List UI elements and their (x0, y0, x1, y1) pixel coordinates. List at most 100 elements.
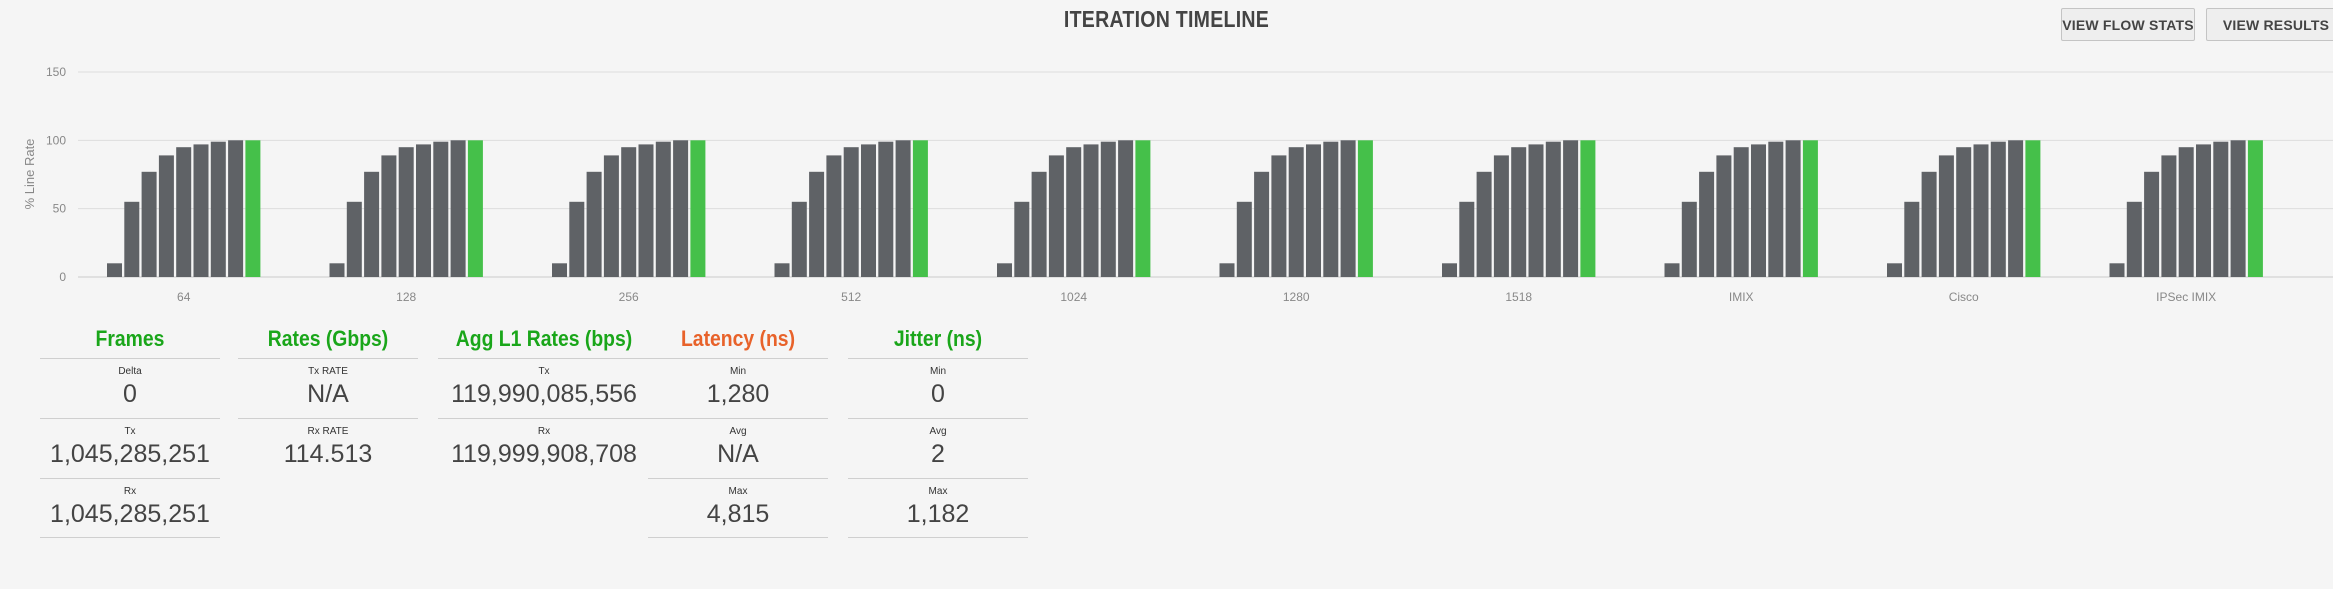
bar-iteration-9[interactable] (1135, 140, 1151, 277)
bar-iteration-5[interactable] (1066, 147, 1082, 277)
bar-iteration-6[interactable] (1751, 144, 1766, 277)
bar-iteration-9[interactable] (690, 140, 706, 277)
bar-iteration-2[interactable] (791, 201, 807, 277)
bar-iteration-5[interactable] (1733, 147, 1749, 277)
bar-iteration-2[interactable] (124, 201, 140, 277)
bar-iteration-4[interactable] (1938, 155, 1954, 277)
bar-iteration-9[interactable] (245, 140, 261, 277)
bar-iteration-7[interactable] (878, 141, 894, 277)
bar-iteration-1[interactable] (552, 263, 567, 277)
bar-iteration-8[interactable] (2008, 140, 2024, 277)
bar-iteration-1[interactable] (1887, 263, 1902, 277)
bar-iteration-9[interactable] (467, 140, 483, 277)
bar-iteration-6[interactable] (861, 144, 876, 277)
bar-iteration-4[interactable] (603, 155, 619, 277)
bar-iteration-6[interactable] (1973, 144, 1989, 277)
view-flow-stats-button[interactable]: VIEW FLOW STATS (2061, 8, 2195, 41)
bar-iteration-5[interactable] (398, 147, 414, 277)
stat-value: N/A (307, 380, 349, 408)
bar-iteration-1[interactable] (107, 263, 122, 277)
bar-iteration-6[interactable] (193, 144, 209, 277)
bar-iteration-4[interactable] (826, 155, 842, 277)
bar-iteration-4[interactable] (158, 155, 174, 277)
bar-iteration-7[interactable] (210, 141, 226, 277)
bar-iteration-5[interactable] (1956, 147, 1972, 277)
bar-iteration-5[interactable] (621, 147, 637, 277)
bar-iteration-8[interactable] (895, 140, 911, 277)
bar-iteration-4[interactable] (1493, 155, 1509, 277)
bar-iteration-6[interactable] (416, 144, 431, 277)
bar-iteration-2[interactable] (1014, 201, 1030, 277)
bar-iteration-2[interactable] (1459, 201, 1475, 277)
bar-iteration-2[interactable] (1904, 201, 1920, 277)
bar-iteration-8[interactable] (1340, 140, 1356, 277)
bar-iteration-4[interactable] (1716, 155, 1732, 277)
bar-iteration-3[interactable] (809, 171, 825, 277)
bar-iteration-5[interactable] (1511, 147, 1527, 277)
bar-iteration-4[interactable] (2161, 155, 2177, 277)
bar-iteration-9[interactable] (1580, 140, 1596, 277)
bar-iteration-2[interactable] (346, 201, 362, 277)
bar-iteration-8[interactable] (1563, 140, 1579, 277)
bar-iteration-2[interactable] (1681, 201, 1697, 277)
bar-iteration-6[interactable] (1306, 144, 1321, 277)
bar-iteration-7[interactable] (2213, 141, 2229, 277)
stat-label: Max (728, 486, 748, 497)
bar-iteration-1[interactable] (2109, 263, 2125, 277)
bar-iteration-9[interactable] (912, 140, 928, 277)
bar-iteration-5[interactable] (1288, 147, 1304, 277)
bar-iteration-3[interactable] (1476, 171, 1492, 277)
bar-iteration-3[interactable] (1031, 171, 1047, 277)
bar-iteration-4[interactable] (381, 155, 397, 277)
bar-iteration-7[interactable] (1545, 141, 1561, 277)
view-results-button[interactable]: VIEW RESULTS (2206, 8, 2333, 41)
latency-title: Latency (ns) (680, 326, 796, 351)
bar-iteration-3[interactable] (141, 171, 157, 277)
bar-iteration-3[interactable] (2144, 171, 2160, 277)
bar-iteration-1[interactable] (1442, 263, 1457, 277)
bar-iteration-9[interactable] (1802, 140, 1818, 277)
bar-iteration-2[interactable] (1236, 201, 1252, 277)
bar-iteration-3[interactable] (1254, 171, 1270, 277)
bar-iteration-6[interactable] (1528, 144, 1544, 277)
bar-iteration-2[interactable] (2126, 201, 2142, 277)
bar-iteration-7[interactable] (1323, 141, 1339, 277)
bar-iteration-4[interactable] (1271, 155, 1287, 277)
stat-value: 1,182 (906, 500, 970, 528)
bar-iteration-1[interactable] (1219, 263, 1235, 277)
bar-iteration-1[interactable] (997, 263, 1012, 277)
bar-iteration-6[interactable] (1083, 144, 1099, 277)
bar-iteration-3[interactable] (586, 171, 602, 277)
bar-iteration-3[interactable] (1921, 171, 1937, 277)
y-tick-label: 150 (46, 65, 66, 79)
bar-iteration-8[interactable] (450, 140, 466, 277)
bar-iteration-8[interactable] (228, 140, 244, 277)
bar-iteration-7[interactable] (1990, 141, 2006, 277)
bar-iteration-2[interactable] (569, 201, 585, 277)
bar-iteration-1[interactable] (1664, 263, 1680, 277)
bar-iteration-5[interactable] (843, 147, 859, 277)
bar-iteration-7[interactable] (655, 141, 671, 277)
bar-iteration-9[interactable] (2025, 140, 2041, 277)
bar-iteration-1[interactable] (774, 263, 790, 277)
bar-iteration-8[interactable] (1785, 140, 1801, 277)
bar-iteration-1[interactable] (329, 263, 345, 277)
bar-iteration-6[interactable] (638, 144, 654, 277)
bar-iteration-3[interactable] (1699, 171, 1715, 277)
bar-iteration-4[interactable] (1048, 155, 1064, 277)
bar-iteration-8[interactable] (673, 140, 689, 277)
bar-iteration-9[interactable] (2247, 140, 2263, 277)
bar-iteration-3[interactable] (364, 171, 380, 277)
bar-iteration-8[interactable] (2230, 140, 2246, 277)
bar-iteration-6[interactable] (2196, 144, 2211, 277)
x-tick-label: 512 (841, 290, 861, 304)
bar-iteration-7[interactable] (1768, 141, 1784, 277)
bar-iteration-5[interactable] (176, 147, 192, 277)
bar-iteration-7[interactable] (433, 141, 449, 277)
stat-value: 1,045,285,251 (50, 440, 210, 468)
bar-iteration-5[interactable] (2178, 147, 2194, 277)
bar-iteration-9[interactable] (1357, 140, 1373, 277)
bar-iteration-8[interactable] (1118, 140, 1134, 277)
stat-label: Max (928, 486, 948, 497)
bar-iteration-7[interactable] (1100, 141, 1116, 277)
